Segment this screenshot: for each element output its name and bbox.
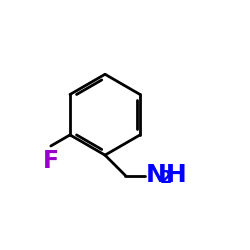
Text: 2: 2	[160, 169, 172, 187]
Text: NH: NH	[146, 162, 188, 186]
Text: F: F	[43, 150, 59, 174]
